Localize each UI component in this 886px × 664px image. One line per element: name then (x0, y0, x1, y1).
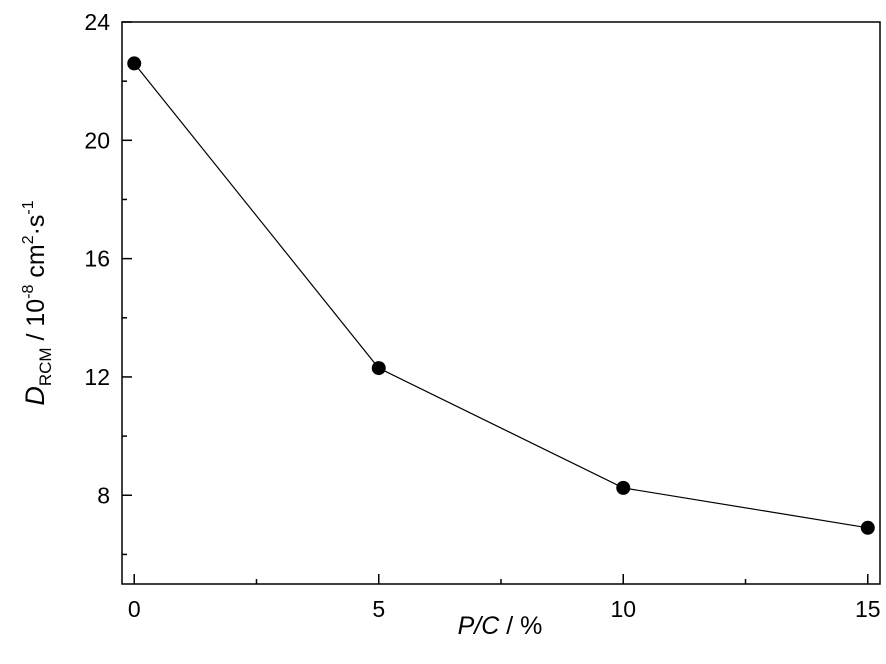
x-tick-label: 5 (372, 596, 385, 622)
x-tick-label: 0 (128, 596, 141, 622)
y-tick-label: 16 (84, 246, 110, 272)
y-axis-title-prefix: / 10 (22, 299, 50, 348)
data-point (860, 520, 875, 535)
data-point (616, 480, 631, 495)
y-tick-label: 12 (84, 364, 110, 390)
x-axis-title-p: P (458, 612, 475, 640)
y-axis-title-exp3: -1 (20, 200, 37, 214)
y-axis-title: DRCM / 10-8 cm2·s-1 (20, 200, 55, 405)
y-axis-title-symbol: D (20, 386, 50, 406)
y-tick-label: 20 (84, 127, 110, 153)
y-axis-title-mid: cm (22, 244, 50, 284)
x-axis-title: P/C / % (458, 612, 543, 640)
data-point (127, 56, 142, 71)
y-axis-title-subscript: RCM (36, 347, 55, 386)
tick-labels-layer: 0 5 10 15 8 12 16 20 24 (84, 9, 880, 622)
x-axis-title-unit: / % (499, 612, 542, 640)
y-axis-title-exp2: 2 (20, 235, 37, 244)
x-tick-label: 10 (610, 596, 636, 622)
ticks-layer (122, 21, 869, 584)
x-tick-label: 15 (855, 596, 881, 622)
y-tick-label: 8 (97, 482, 110, 508)
y-tick-label: 24 (84, 9, 110, 35)
series-layer (127, 56, 875, 535)
y-axis-title-exp1: -8 (20, 284, 37, 298)
data-point (371, 361, 386, 376)
x-axis-title-c: C (481, 612, 500, 640)
series-line (133, 63, 868, 529)
y-axis-title-dot: ·s (22, 215, 50, 236)
